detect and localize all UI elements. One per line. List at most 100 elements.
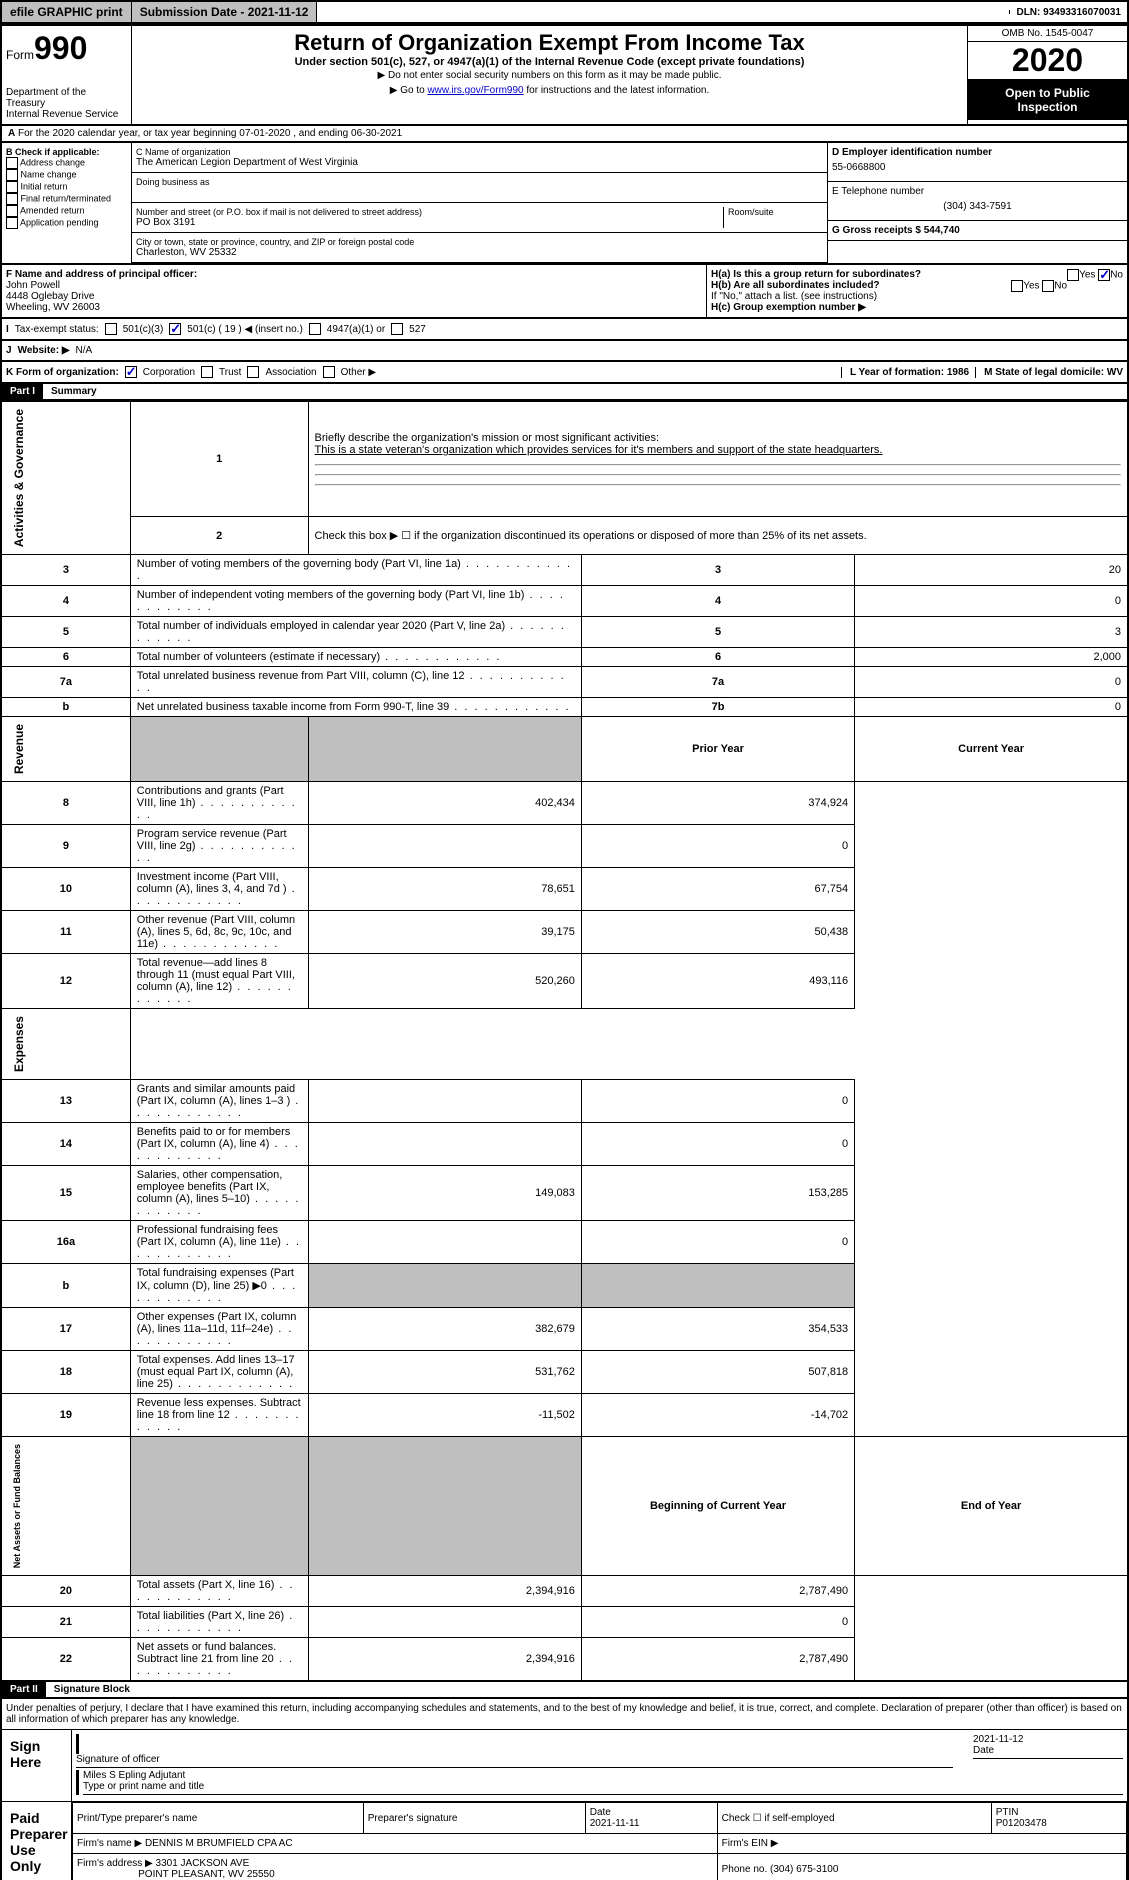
501c-checkbox[interactable] bbox=[169, 323, 181, 335]
b-opt-checkbox[interactable] bbox=[6, 217, 18, 229]
org-name: The American Legion Department of West V… bbox=[136, 157, 823, 168]
prep-date: 2021-11-11 bbox=[590, 1818, 640, 1829]
vert-revenue: Revenue bbox=[8, 720, 30, 778]
top-bar: efile GRAPHIC print Submission Date - 20… bbox=[0, 0, 1129, 24]
hb-note: If "No," attach a list. (see instruction… bbox=[711, 291, 1123, 302]
paid-prep-label: Paid Preparer Use Only bbox=[2, 1802, 72, 1880]
sig-date: 2021-11-12 bbox=[973, 1734, 1123, 1745]
prep-date-label: Date bbox=[590, 1807, 611, 1818]
officer-row: F Name and address of principal officer:… bbox=[0, 265, 1129, 319]
no-label-2: No bbox=[1054, 281, 1067, 292]
begin-year-hdr: Beginning of Current Year bbox=[650, 1500, 786, 1512]
section-a: B Check if applicable: Address change Na… bbox=[0, 143, 1129, 265]
ptin-label: PTIN bbox=[996, 1807, 1019, 1818]
officer-addr1: 4448 Oglebay Drive bbox=[6, 291, 94, 302]
period-row: A For the 2020 calendar year, or tax yea… bbox=[0, 126, 1129, 143]
city-state-zip: Charleston, WV 25332 bbox=[136, 247, 823, 258]
street-address: PO Box 3191 bbox=[136, 217, 723, 228]
instr-2: ▶ Go to www.irs.gov/Form990 for instruct… bbox=[136, 83, 963, 98]
current-year-hdr: Current Year bbox=[958, 743, 1024, 755]
dln-text: DLN: 93493316070031 bbox=[1010, 5, 1127, 20]
trust-checkbox[interactable] bbox=[201, 366, 213, 378]
opt-501c: 501(c) ( 19 ) ◀ (insert no.) bbox=[187, 324, 303, 335]
b-opt-checkbox[interactable] bbox=[6, 169, 18, 181]
prep-sig-label: Preparer's signature bbox=[363, 1803, 585, 1834]
dept-text: Department of the Treasury Internal Reve… bbox=[6, 87, 127, 120]
omb-number: OMB No. 1545-0047 bbox=[968, 26, 1127, 42]
assoc-checkbox[interactable] bbox=[247, 366, 259, 378]
part-ii-title: Signature Block bbox=[46, 1684, 130, 1695]
other-checkbox[interactable] bbox=[323, 366, 335, 378]
tax-year: 2020 bbox=[968, 42, 1127, 80]
k-label: K Form of organization: bbox=[6, 367, 119, 378]
right-info-col: D Employer identification number 55-0668… bbox=[827, 143, 1127, 263]
b-opt-checkbox[interactable] bbox=[6, 205, 18, 217]
line1-label: Briefly describe the organization's miss… bbox=[315, 432, 659, 444]
irs-link[interactable]: www.irs.gov/Form990 bbox=[427, 85, 523, 96]
efile-button[interactable]: efile GRAPHIC print bbox=[2, 2, 132, 22]
line2-text: Check this box ▶ ☐ if the organization d… bbox=[308, 517, 1128, 555]
checkbox-col: B Check if applicable: Address change Na… bbox=[2, 143, 132, 263]
part-i-title: Summary bbox=[43, 386, 97, 397]
corp-checkbox[interactable] bbox=[125, 366, 137, 378]
officer-block: F Name and address of principal officer:… bbox=[2, 265, 707, 317]
b-opt-checkbox[interactable] bbox=[6, 193, 18, 205]
e-label: E Telephone number bbox=[832, 186, 1123, 197]
part-i-header: Part I Summary bbox=[0, 384, 1129, 401]
501c3-checkbox[interactable] bbox=[105, 323, 117, 335]
hb-label: H(b) Are all subordinates included? bbox=[711, 280, 880, 291]
firm-addr-label: Firm's address ▶ bbox=[77, 1858, 153, 1869]
form-title: Return of Organization Exempt From Incom… bbox=[136, 30, 963, 56]
instr2-post: for instructions and the latest informat… bbox=[524, 85, 710, 96]
firm-phone: Phone no. (304) 675-3100 bbox=[717, 1854, 1126, 1880]
yes-label-2: Yes bbox=[1023, 281, 1039, 292]
preparer-table: Print/Type preparer's name Preparer's si… bbox=[72, 1802, 1127, 1880]
officer-name: John Powell bbox=[6, 280, 60, 291]
form-number: 990 bbox=[34, 30, 87, 66]
form-id-col: Form990 Department of the Treasury Inter… bbox=[2, 26, 132, 124]
form-org-row: K Form of organization: Corporation Trus… bbox=[0, 362, 1129, 384]
sig-officer-label: Signature of officer bbox=[76, 1754, 953, 1768]
tax-status-row: I Tax-exempt status: 501(c)(3) 501(c) ( … bbox=[0, 319, 1129, 341]
opt-assoc: Association bbox=[265, 367, 316, 378]
j-label: Website: ▶ bbox=[18, 345, 70, 356]
dba-label: Doing business as bbox=[136, 177, 823, 187]
perjury-text: Under penalties of perjury, I declare th… bbox=[2, 1699, 1127, 1729]
opt-4947: 4947(a)(1) or bbox=[327, 324, 385, 335]
vert-net: Net Assets or Fund Balances bbox=[8, 1440, 26, 1572]
4947-checkbox[interactable] bbox=[309, 323, 321, 335]
website: N/A bbox=[76, 345, 93, 356]
room-label: Room/suite bbox=[728, 207, 823, 217]
org-info-col: C Name of organization The American Legi… bbox=[132, 143, 827, 263]
opt-527: 527 bbox=[409, 324, 426, 335]
b-opt-checkbox[interactable] bbox=[6, 157, 18, 169]
officer-sig-name: Miles S Epling Adjutant bbox=[83, 1770, 1123, 1781]
ha-yes-checkbox[interactable] bbox=[1067, 269, 1079, 281]
instr2-pre: ▶ Go to bbox=[390, 85, 428, 96]
ein: 55-0668800 bbox=[832, 158, 1123, 177]
end-year-hdr: End of Year bbox=[961, 1500, 1021, 1512]
ha-label: H(a) Is this a group return for subordin… bbox=[711, 269, 921, 280]
firm-name: DENNIS M BRUMFIELD CPA AC bbox=[145, 1838, 293, 1849]
period-text: For the 2020 calendar year, or tax year … bbox=[18, 128, 402, 139]
form-label: Form bbox=[6, 48, 34, 62]
firm-addr1: 3301 JACKSON AVE bbox=[156, 1858, 250, 1869]
opt-501c3: 501(c)(3) bbox=[123, 324, 164, 335]
firm-addr2: POINT PLEASANT, WV 25550 bbox=[138, 1869, 275, 1880]
part-ii-header: Part II Signature Block bbox=[0, 1682, 1129, 1699]
form-header: Form990 Department of the Treasury Inter… bbox=[0, 24, 1129, 126]
submission-date-button[interactable]: Submission Date - 2021-11-12 bbox=[132, 2, 318, 22]
firm-name-label: Firm's name ▶ bbox=[77, 1838, 142, 1849]
addr-label: Number and street (or P.O. box if mail i… bbox=[136, 207, 723, 217]
part-ii-badge: Part II bbox=[2, 1682, 46, 1697]
ha-no-checkbox[interactable] bbox=[1098, 269, 1110, 281]
hb-yes-checkbox[interactable] bbox=[1011, 280, 1023, 292]
opt-corp: Corporation bbox=[143, 367, 195, 378]
527-checkbox[interactable] bbox=[391, 323, 403, 335]
b-opt-checkbox[interactable] bbox=[6, 181, 18, 193]
year-col: OMB No. 1545-0047 2020 Open to Public In… bbox=[967, 26, 1127, 124]
h-block: H(a) Is this a group return for subordin… bbox=[707, 265, 1127, 317]
hb-no-checkbox[interactable] bbox=[1042, 280, 1054, 292]
type-name-label: Type or print name and title bbox=[83, 1781, 1123, 1795]
officer-addr2: Wheeling, WV 26003 bbox=[6, 302, 100, 313]
